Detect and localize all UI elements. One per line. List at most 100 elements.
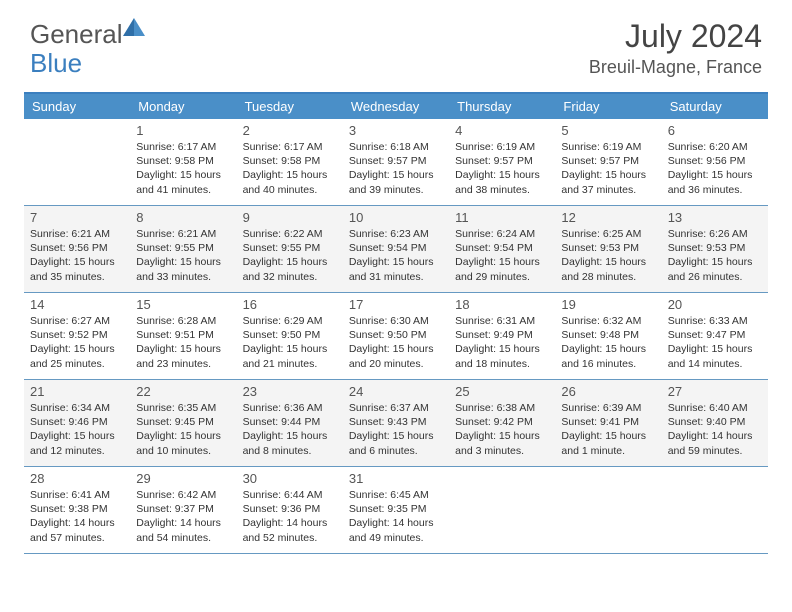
week-row: 28Sunrise: 6:41 AMSunset: 9:38 PMDayligh…: [24, 467, 768, 554]
day-number: 16: [243, 297, 337, 312]
day-number: 29: [136, 471, 230, 486]
day-cell: [555, 467, 661, 553]
sunset-text: Sunset: 9:51 PM: [136, 328, 230, 342]
day-cell: 23Sunrise: 6:36 AMSunset: 9:44 PMDayligh…: [237, 380, 343, 466]
daylight-text: Daylight: 15 hours and 23 minutes.: [136, 342, 230, 370]
sunset-text: Sunset: 9:44 PM: [243, 415, 337, 429]
day-cell: 1 Sunrise: 6:17 AMSunset: 9:58 PMDaylight…: [130, 119, 236, 205]
sunset-text: Sunset: 9:48 PM: [561, 328, 655, 342]
daylight-text: Daylight: 15 hours and 41 minutes.: [136, 168, 230, 196]
daylight-text: Daylight: 15 hours and 29 minutes.: [455, 255, 549, 283]
day-info: Sunrise: 6:28 AMSunset: 9:51 PMDaylight:…: [136, 314, 230, 371]
daylight-text: Daylight: 15 hours and 20 minutes.: [349, 342, 443, 370]
day-number: 8: [136, 210, 230, 225]
weekday-label: Wednesday: [343, 94, 449, 119]
title-block: July 2024 Breuil-Magne, France: [589, 18, 762, 78]
calendar: Sunday Monday Tuesday Wednesday Thursday…: [24, 92, 768, 554]
sunset-text: Sunset: 9:40 PM: [668, 415, 762, 429]
daylight-text: Daylight: 15 hours and 40 minutes.: [243, 168, 337, 196]
day-cell: [449, 467, 555, 553]
day-info: Sunrise: 6:17 AMSunset: 9:58 PMDaylight:…: [243, 140, 337, 197]
day-cell: 25 Sunrise: 6:38 AMSunset: 9:42 PMDayligh…: [449, 380, 555, 466]
day-info: Sunrise: 6:33 AMSunset: 9:47 PMDaylight:…: [668, 314, 762, 371]
daylight-text: Daylight: 15 hours and 33 minutes.: [136, 255, 230, 283]
weekday-header-row: Sunday Monday Tuesday Wednesday Thursday…: [24, 94, 768, 119]
daylight-text: Daylight: 14 hours and 49 minutes.: [349, 516, 443, 544]
day-number: 10: [349, 210, 443, 225]
day-info: Sunrise: 6:22 AMSunset: 9:55 PMDaylight:…: [243, 227, 337, 284]
day-cell: 3Sunrise: 6:18 AMSunset: 9:57 PMDaylight…: [343, 119, 449, 205]
day-cell: 6Sunrise: 6:20 AMSunset: 9:56 PMDaylight…: [662, 119, 768, 205]
sunset-text: Sunset: 9:50 PM: [243, 328, 337, 342]
day-number: 3: [349, 123, 443, 138]
daylight-text: Daylight: 15 hours and 6 minutes.: [349, 429, 443, 457]
day-cell: 15 Sunrise: 6:28 AMSunset: 9:51 PMDayligh…: [130, 293, 236, 379]
sunset-text: Sunset: 9:43 PM: [349, 415, 443, 429]
day-number: 23: [243, 384, 337, 399]
day-cell: 22Sunrise: 6:35 AMSunset: 9:45 PMDayligh…: [130, 380, 236, 466]
day-info: Sunrise: 6:27 AMSunset: 9:52 PMDaylight:…: [30, 314, 124, 371]
day-info: Sunrise: 6:20 AMSunset: 9:56 PMDaylight:…: [668, 140, 762, 197]
day-cell: 16Sunrise: 6:29 AMSunset: 9:50 PMDayligh…: [237, 293, 343, 379]
day-number: 19: [561, 297, 655, 312]
weekday-label: Saturday: [662, 94, 768, 119]
day-number: 12: [561, 210, 655, 225]
sunset-text: Sunset: 9:38 PM: [30, 502, 124, 516]
day-info: Sunrise: 6:19 AMSunset: 9:57 PMDaylight:…: [455, 140, 549, 197]
sunrise-text: Sunrise: 6:31 AM: [455, 314, 549, 328]
day-number: 1: [136, 123, 230, 138]
sunset-text: Sunset: 9:53 PM: [668, 241, 762, 255]
sunrise-text: Sunrise: 6:26 AM: [668, 227, 762, 241]
day-cell: 17Sunrise: 6:30 AMSunset: 9:50 PMDayligh…: [343, 293, 449, 379]
day-cell: 2 Sunrise: 6:17 AMSunset: 9:58 PMDaylight…: [237, 119, 343, 205]
day-info: Sunrise: 6:41 AMSunset: 9:38 PMDaylight:…: [30, 488, 124, 545]
daylight-text: Daylight: 15 hours and 32 minutes.: [243, 255, 337, 283]
sunset-text: Sunset: 9:49 PM: [455, 328, 549, 342]
logo-triangle-icon: [123, 18, 145, 41]
day-info: Sunrise: 6:40 AMSunset: 9:40 PMDaylight:…: [668, 401, 762, 458]
day-info: Sunrise: 6:42 AMSunset: 9:37 PMDaylight:…: [136, 488, 230, 545]
day-cell: 28Sunrise: 6:41 AMSunset: 9:38 PMDayligh…: [24, 467, 130, 553]
day-cell: 31Sunrise: 6:45 AMSunset: 9:35 PMDayligh…: [343, 467, 449, 553]
day-cell: 13Sunrise: 6:26 AMSunset: 9:53 PMDayligh…: [662, 206, 768, 292]
sunset-text: Sunset: 9:47 PM: [668, 328, 762, 342]
daylight-text: Daylight: 15 hours and 8 minutes.: [243, 429, 337, 457]
month-title: July 2024: [589, 18, 762, 55]
sunrise-text: Sunrise: 6:22 AM: [243, 227, 337, 241]
day-info: Sunrise: 6:35 AMSunset: 9:45 PMDaylight:…: [136, 401, 230, 458]
sunrise-text: Sunrise: 6:23 AM: [349, 227, 443, 241]
daylight-text: Daylight: 15 hours and 18 minutes.: [455, 342, 549, 370]
day-info: Sunrise: 6:38 AMSunset: 9:42 PMDaylight:…: [455, 401, 549, 458]
day-info: Sunrise: 6:32 AMSunset: 9:48 PMDaylight:…: [561, 314, 655, 371]
sunrise-text: Sunrise: 6:25 AM: [561, 227, 655, 241]
weekday-label: Sunday: [24, 94, 130, 119]
day-number: 4: [455, 123, 549, 138]
day-number: 17: [349, 297, 443, 312]
sunset-text: Sunset: 9:46 PM: [30, 415, 124, 429]
day-info: Sunrise: 6:21 AMSunset: 9:55 PMDaylight:…: [136, 227, 230, 284]
day-number: 25: [455, 384, 549, 399]
day-info: Sunrise: 6:25 AMSunset: 9:53 PMDaylight:…: [561, 227, 655, 284]
sunset-text: Sunset: 9:52 PM: [30, 328, 124, 342]
day-number: 15: [136, 297, 230, 312]
sunrise-text: Sunrise: 6:17 AM: [136, 140, 230, 154]
day-cell: 10Sunrise: 6:23 AMSunset: 9:54 PMDayligh…: [343, 206, 449, 292]
day-info: Sunrise: 6:37 AMSunset: 9:43 PMDaylight:…: [349, 401, 443, 458]
sunrise-text: Sunrise: 6:40 AM: [668, 401, 762, 415]
day-info: Sunrise: 6:31 AMSunset: 9:49 PMDaylight:…: [455, 314, 549, 371]
daylight-text: Daylight: 14 hours and 52 minutes.: [243, 516, 337, 544]
day-number: 2: [243, 123, 337, 138]
daylight-text: Daylight: 15 hours and 39 minutes.: [349, 168, 443, 196]
sunrise-text: Sunrise: 6:29 AM: [243, 314, 337, 328]
sunset-text: Sunset: 9:36 PM: [243, 502, 337, 516]
sunrise-text: Sunrise: 6:35 AM: [136, 401, 230, 415]
day-number: 21: [30, 384, 124, 399]
sunset-text: Sunset: 9:58 PM: [136, 154, 230, 168]
sunset-text: Sunset: 9:57 PM: [349, 154, 443, 168]
sunrise-text: Sunrise: 6:17 AM: [243, 140, 337, 154]
week-row: 7Sunrise: 6:21 AMSunset: 9:56 PMDaylight…: [24, 206, 768, 293]
sunrise-text: Sunrise: 6:19 AM: [561, 140, 655, 154]
day-info: Sunrise: 6:21 AMSunset: 9:56 PMDaylight:…: [30, 227, 124, 284]
day-number: 9: [243, 210, 337, 225]
sunset-text: Sunset: 9:35 PM: [349, 502, 443, 516]
